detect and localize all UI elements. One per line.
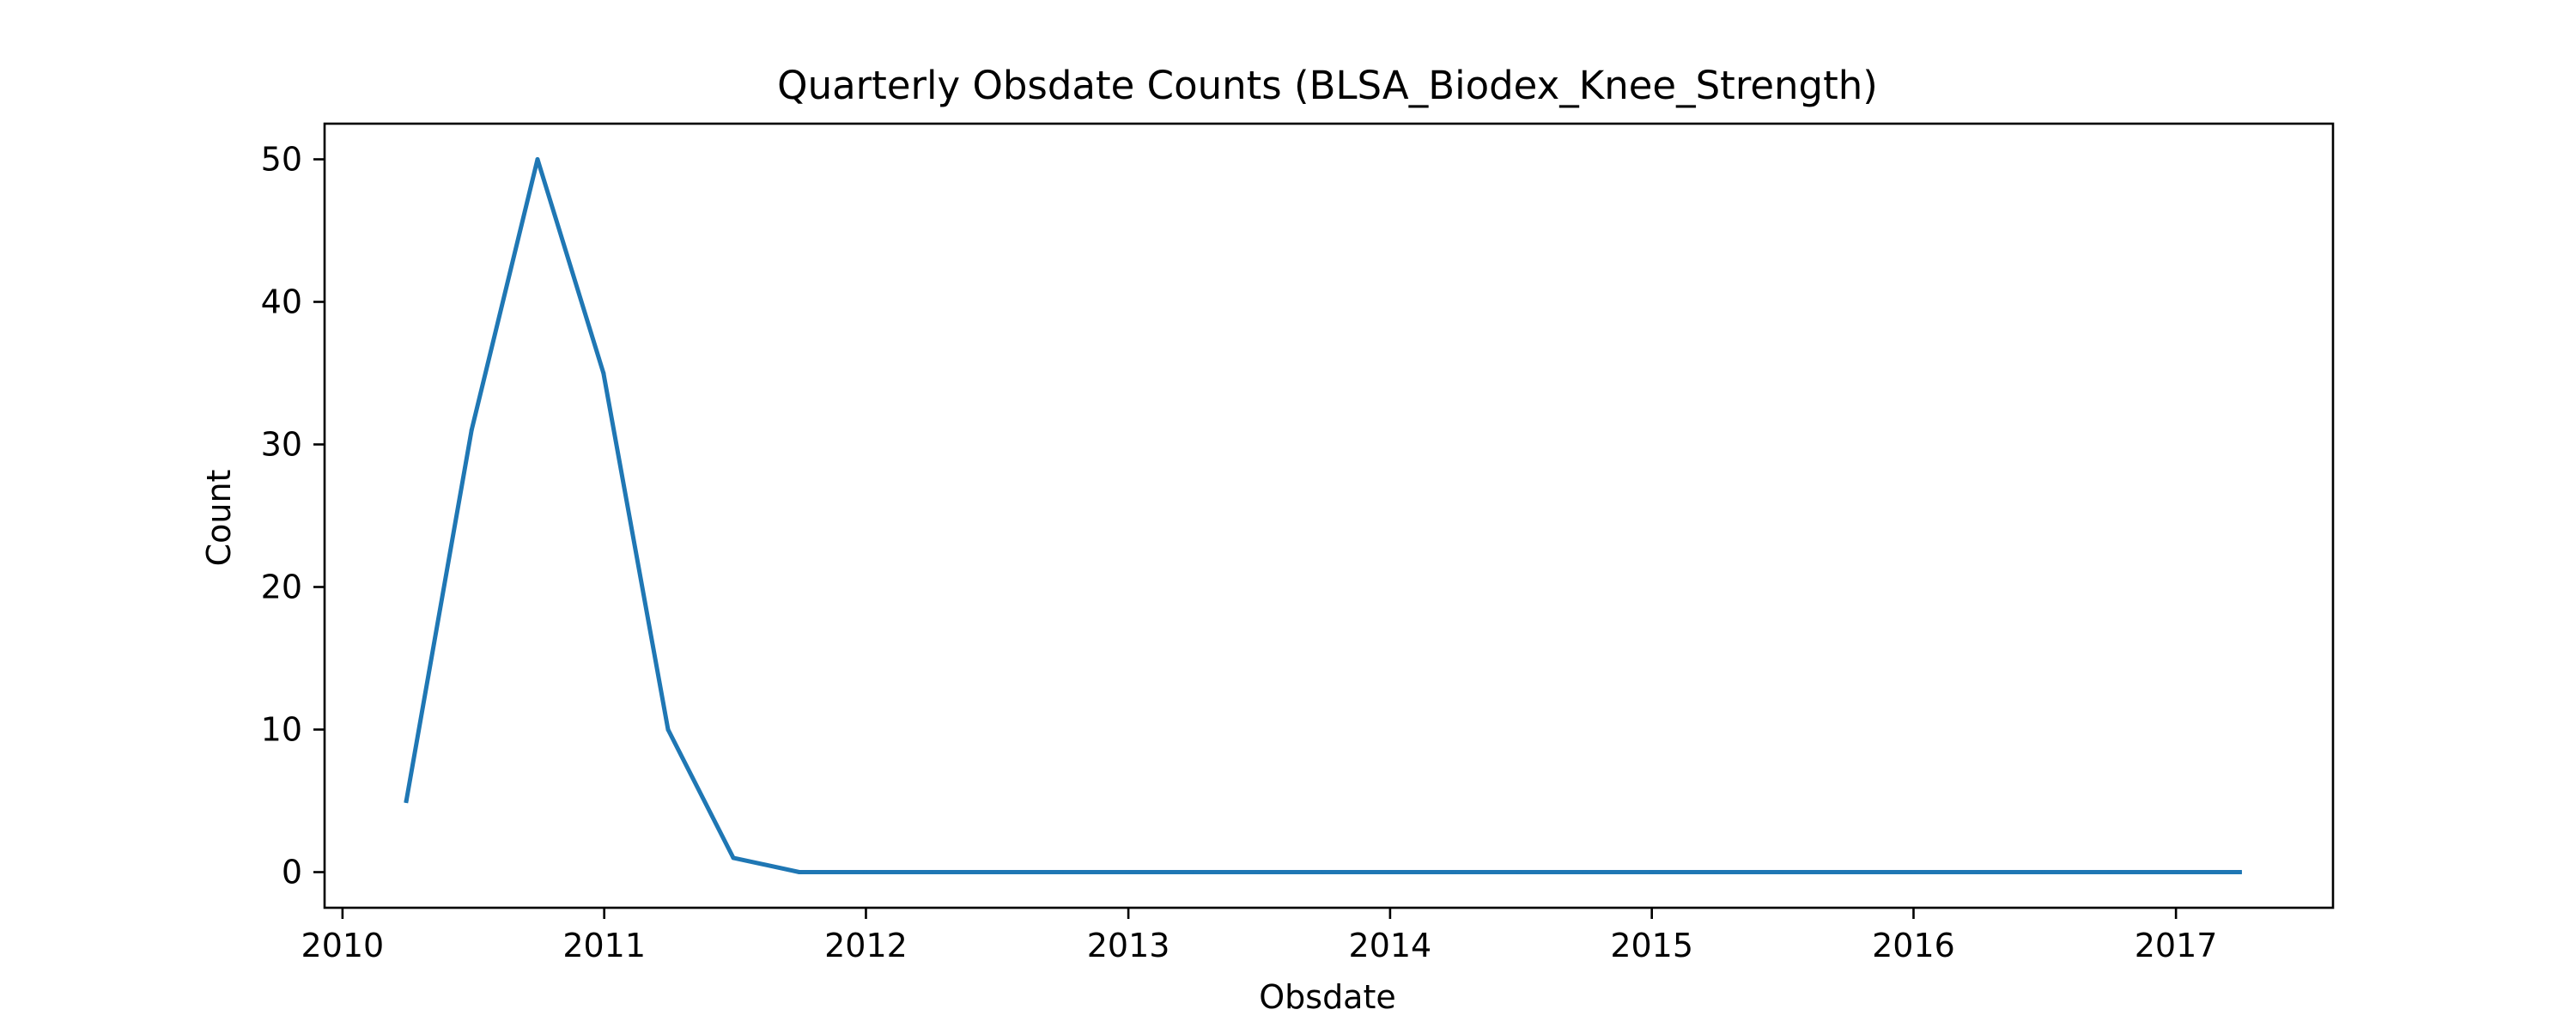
data-point [1516,870,1522,874]
x-tick-label: 2016 [1872,927,1955,964]
chart-title: Quarterly Obsdate Counts (BLSA_Biodex_Kn… [777,63,1878,108]
y-tick-label: 30 [261,426,302,464]
data-point [535,157,540,161]
x-tick-label: 2010 [301,927,385,964]
plot-area: 0 10 20 30 40 50 2010 2011 2012 2013 2014 2015 2016 2… [261,122,2335,964]
data-point [993,870,999,874]
data-point [2172,870,2178,874]
data-point [797,870,802,874]
data-point [1778,870,1783,874]
data-point [1255,870,1260,874]
data-point [1451,870,1456,874]
data-point [1649,870,1654,874]
data-point [863,870,868,874]
x-tick-label: 2014 [1349,927,1432,964]
y-axis-label: Count [200,470,238,567]
data-point [2041,870,2046,874]
y-tick-label: 10 [261,711,302,749]
data-point [404,799,409,803]
x-tick-label: 2017 [2135,927,2218,964]
x-tick-label: 2015 [1610,927,1693,964]
data-point [731,855,736,861]
axes-frame [323,122,2335,909]
data-point [2237,870,2242,874]
y-tick-label: 40 [261,283,302,321]
x-tick-label: 2013 [1087,927,1170,964]
data-point [1321,870,1326,874]
y-tick-label: 0 [282,854,302,891]
y-tick-label: 20 [261,569,302,606]
data-point [1583,870,1588,874]
data-point [469,428,474,433]
data-point [1844,870,1850,874]
data-point [1059,870,1064,874]
data-point [1189,870,1194,874]
data-point [1713,870,1718,874]
x-tick-label: 2011 [562,927,646,964]
x-tick-label: 2012 [824,927,908,964]
data-point [1125,870,1130,874]
data-point [1976,870,1981,874]
x-axis-label: Obsdate [1259,978,1396,1016]
data-point [2106,870,2111,874]
data-point [1911,870,1916,874]
data-point [1387,870,1392,874]
data-point [601,371,606,375]
y-tick-label: 50 [261,141,302,179]
data-point [928,870,933,874]
data-point [665,727,671,732]
